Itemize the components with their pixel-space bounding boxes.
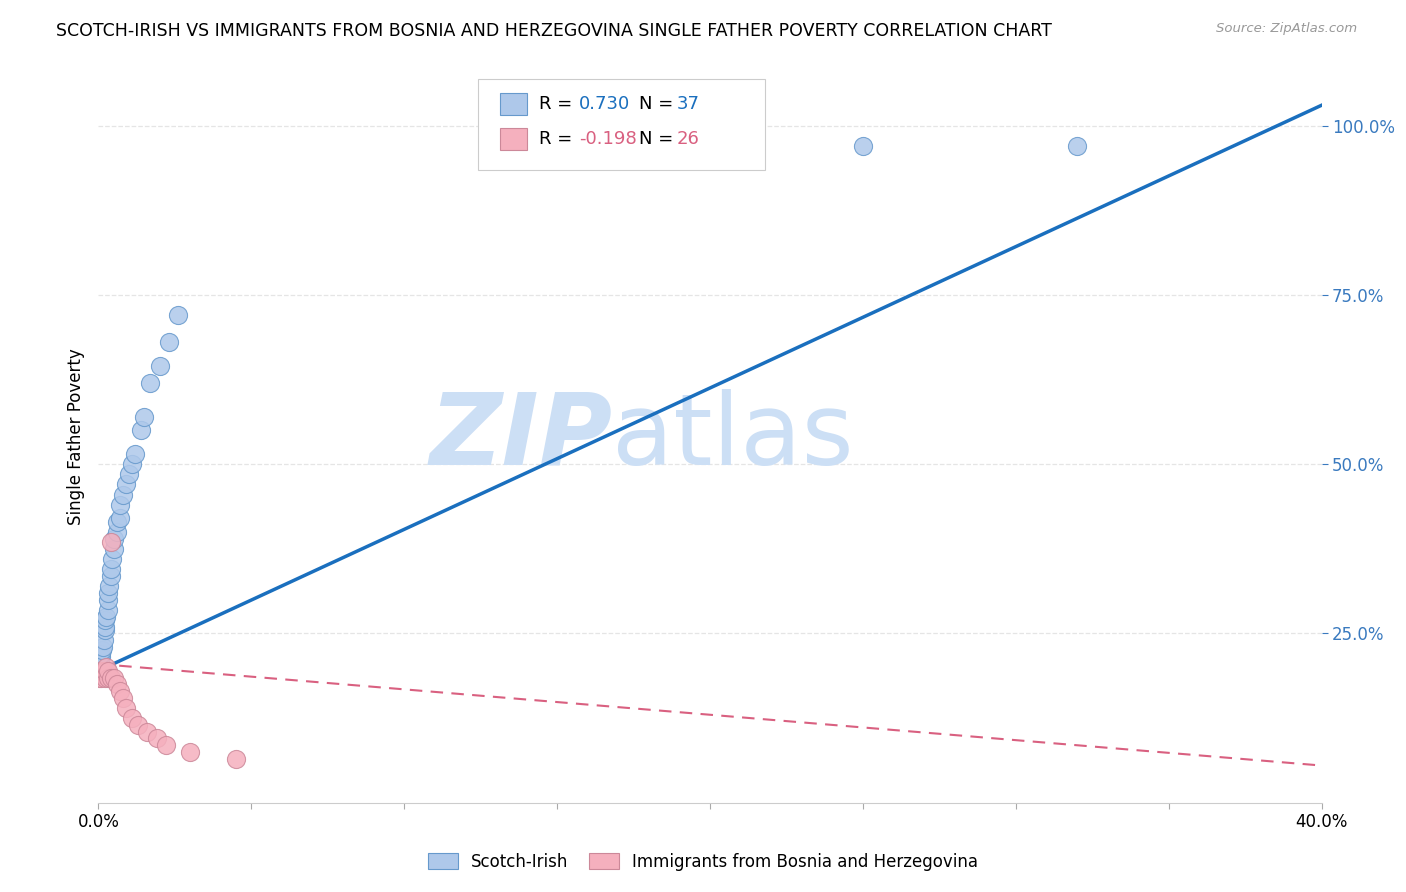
Point: [97, 603, 120, 617]
Point: [155, 738, 177, 752]
Text: atlas: atlas: [612, 389, 853, 485]
Point: [93, 664, 115, 678]
Point: [89, 667, 111, 681]
Point: [93, 620, 115, 634]
Point: [134, 409, 156, 424]
Point: [100, 535, 122, 549]
Point: [111, 690, 134, 705]
Point: [108, 684, 131, 698]
Point: [97, 671, 120, 685]
Point: [668, 119, 690, 133]
FancyBboxPatch shape: [499, 94, 527, 115]
Point: [97, 664, 120, 678]
Text: N =: N =: [640, 95, 679, 113]
Point: [129, 423, 152, 437]
Point: [145, 731, 167, 746]
Point: [111, 488, 134, 502]
Point: [89, 671, 111, 685]
Text: 26: 26: [678, 130, 700, 148]
Point: [167, 308, 190, 322]
Text: 0.730: 0.730: [579, 95, 630, 113]
Point: [127, 718, 149, 732]
Point: [121, 457, 143, 471]
Text: N =: N =: [640, 130, 679, 148]
Text: Source: ZipAtlas.com: Source: ZipAtlas.com: [1216, 22, 1357, 36]
Text: R =: R =: [538, 95, 578, 113]
Legend: Scotch-Irish, Immigrants from Bosnia and Herzegovina: Scotch-Irish, Immigrants from Bosnia and…: [419, 845, 987, 880]
Point: [105, 677, 128, 691]
Point: [90, 671, 112, 685]
Point: [121, 711, 143, 725]
Point: [94, 609, 117, 624]
Point: [136, 724, 159, 739]
Point: [149, 359, 172, 373]
Point: [139, 376, 162, 390]
Point: [98, 579, 121, 593]
Point: [91, 640, 114, 654]
Point: [103, 532, 125, 546]
Text: SCOTCH-IRISH VS IMMIGRANTS FROM BOSNIA AND HERZEGOVINA SINGLE FATHER POVERTY COR: SCOTCH-IRISH VS IMMIGRANTS FROM BOSNIA A…: [56, 22, 1052, 40]
Point: [94, 613, 117, 627]
Text: ZIP: ZIP: [429, 389, 612, 485]
Point: [105, 524, 128, 539]
FancyBboxPatch shape: [499, 128, 527, 151]
Point: [91, 664, 114, 678]
Text: 37: 37: [678, 95, 700, 113]
Point: [90, 647, 112, 661]
Point: [90, 667, 112, 681]
Point: [108, 511, 131, 525]
Point: [90, 650, 112, 665]
Point: [93, 633, 115, 648]
Point: [852, 139, 875, 153]
Point: [100, 562, 122, 576]
Point: [115, 477, 138, 491]
Y-axis label: Single Father Poverty: Single Father Poverty: [67, 349, 86, 525]
FancyBboxPatch shape: [478, 78, 765, 170]
Point: [93, 671, 115, 685]
Point: [97, 586, 120, 600]
Point: [100, 569, 122, 583]
Point: [1066, 139, 1088, 153]
Text: R =: R =: [538, 130, 578, 148]
Point: [97, 592, 120, 607]
Point: [90, 664, 112, 678]
Point: [91, 643, 114, 657]
Point: [115, 701, 138, 715]
Point: [108, 498, 131, 512]
Point: [103, 671, 125, 685]
Point: [94, 660, 117, 674]
Point: [100, 671, 122, 685]
Point: [124, 447, 146, 461]
Point: [93, 623, 115, 637]
Text: -0.198: -0.198: [579, 130, 637, 148]
Point: [225, 752, 247, 766]
Point: [546, 139, 568, 153]
Point: [103, 541, 125, 556]
Point: [105, 515, 128, 529]
Point: [179, 745, 201, 759]
Point: [157, 335, 180, 350]
Point: [91, 667, 114, 681]
Point: [118, 467, 141, 482]
Point: [101, 552, 124, 566]
